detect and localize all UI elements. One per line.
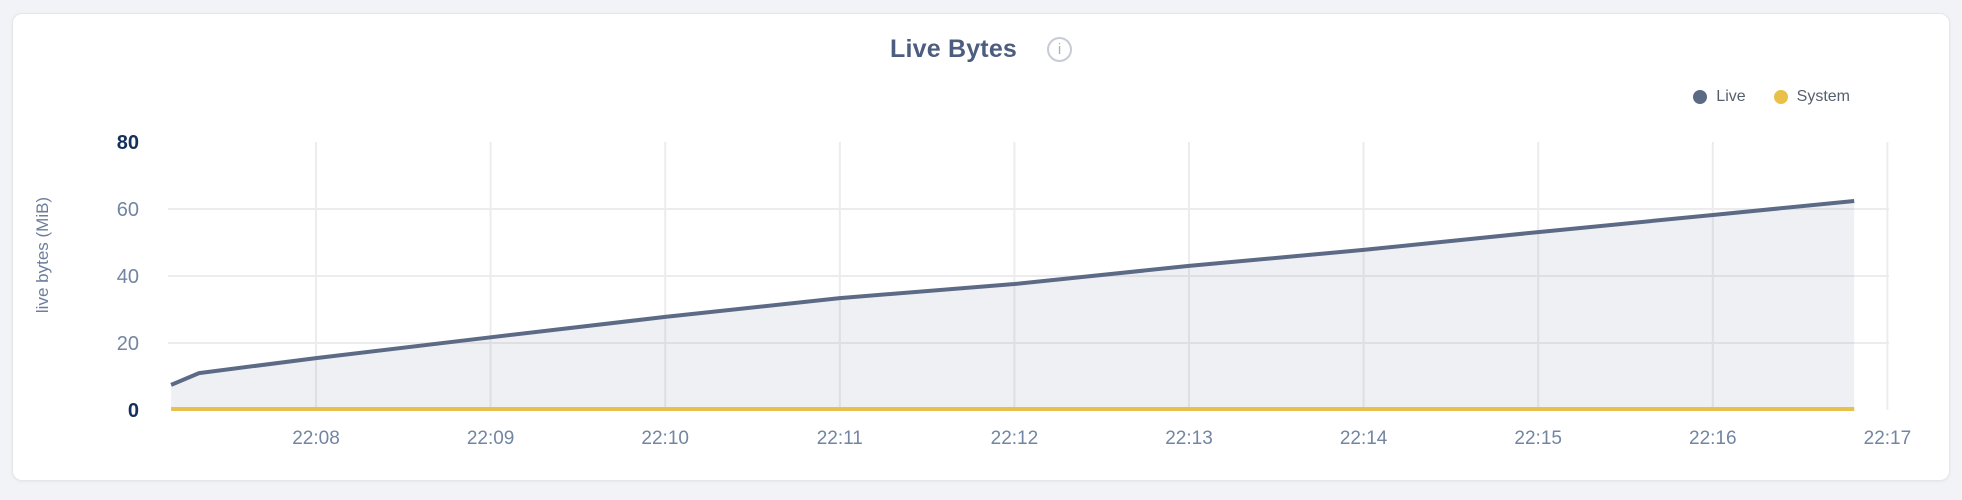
legend-label: System: [1796, 88, 1850, 105]
x-tick-label: 22:14: [1340, 428, 1388, 449]
chart-title: Live Bytes: [889, 34, 1018, 63]
x-tick-label: 22:16: [1689, 428, 1737, 449]
legend-item-live[interactable]: Live: [1693, 88, 1746, 106]
y-tick-label: 80: [117, 132, 139, 154]
legend-dot-live: [1693, 90, 1708, 104]
x-tick-label: 22:13: [1165, 428, 1213, 449]
y-axis-label: live bytes (MiB): [33, 196, 52, 314]
x-tick-label: 22:09: [467, 428, 515, 449]
legend-item-system[interactable]: System: [1773, 88, 1850, 106]
live-area: [171, 201, 1855, 410]
chart-legend: Live System: [1693, 88, 1850, 106]
legend-dot-system: [1773, 90, 1788, 104]
y-tick-label: 60: [117, 199, 139, 221]
y-tick-label: 0: [128, 400, 139, 422]
info-icon[interactable]: i: [1047, 36, 1073, 62]
chart-card: [12, 13, 1950, 481]
y-tick-label: 20: [117, 333, 139, 355]
x-tick-label: 22:12: [991, 428, 1039, 449]
x-tick-label: 22:11: [817, 428, 863, 449]
y-tick-label: 40: [117, 266, 139, 288]
chart-header: Live Bytes i: [0, 31, 1962, 67]
legend-label: Live: [1716, 88, 1746, 105]
x-tick-label: 22:10: [641, 428, 689, 449]
x-tick-label: 22:08: [292, 428, 340, 449]
x-tick-label: 22:15: [1514, 428, 1562, 449]
x-tick-label: 22:17: [1864, 428, 1912, 449]
live-line: [170, 199, 1855, 387]
